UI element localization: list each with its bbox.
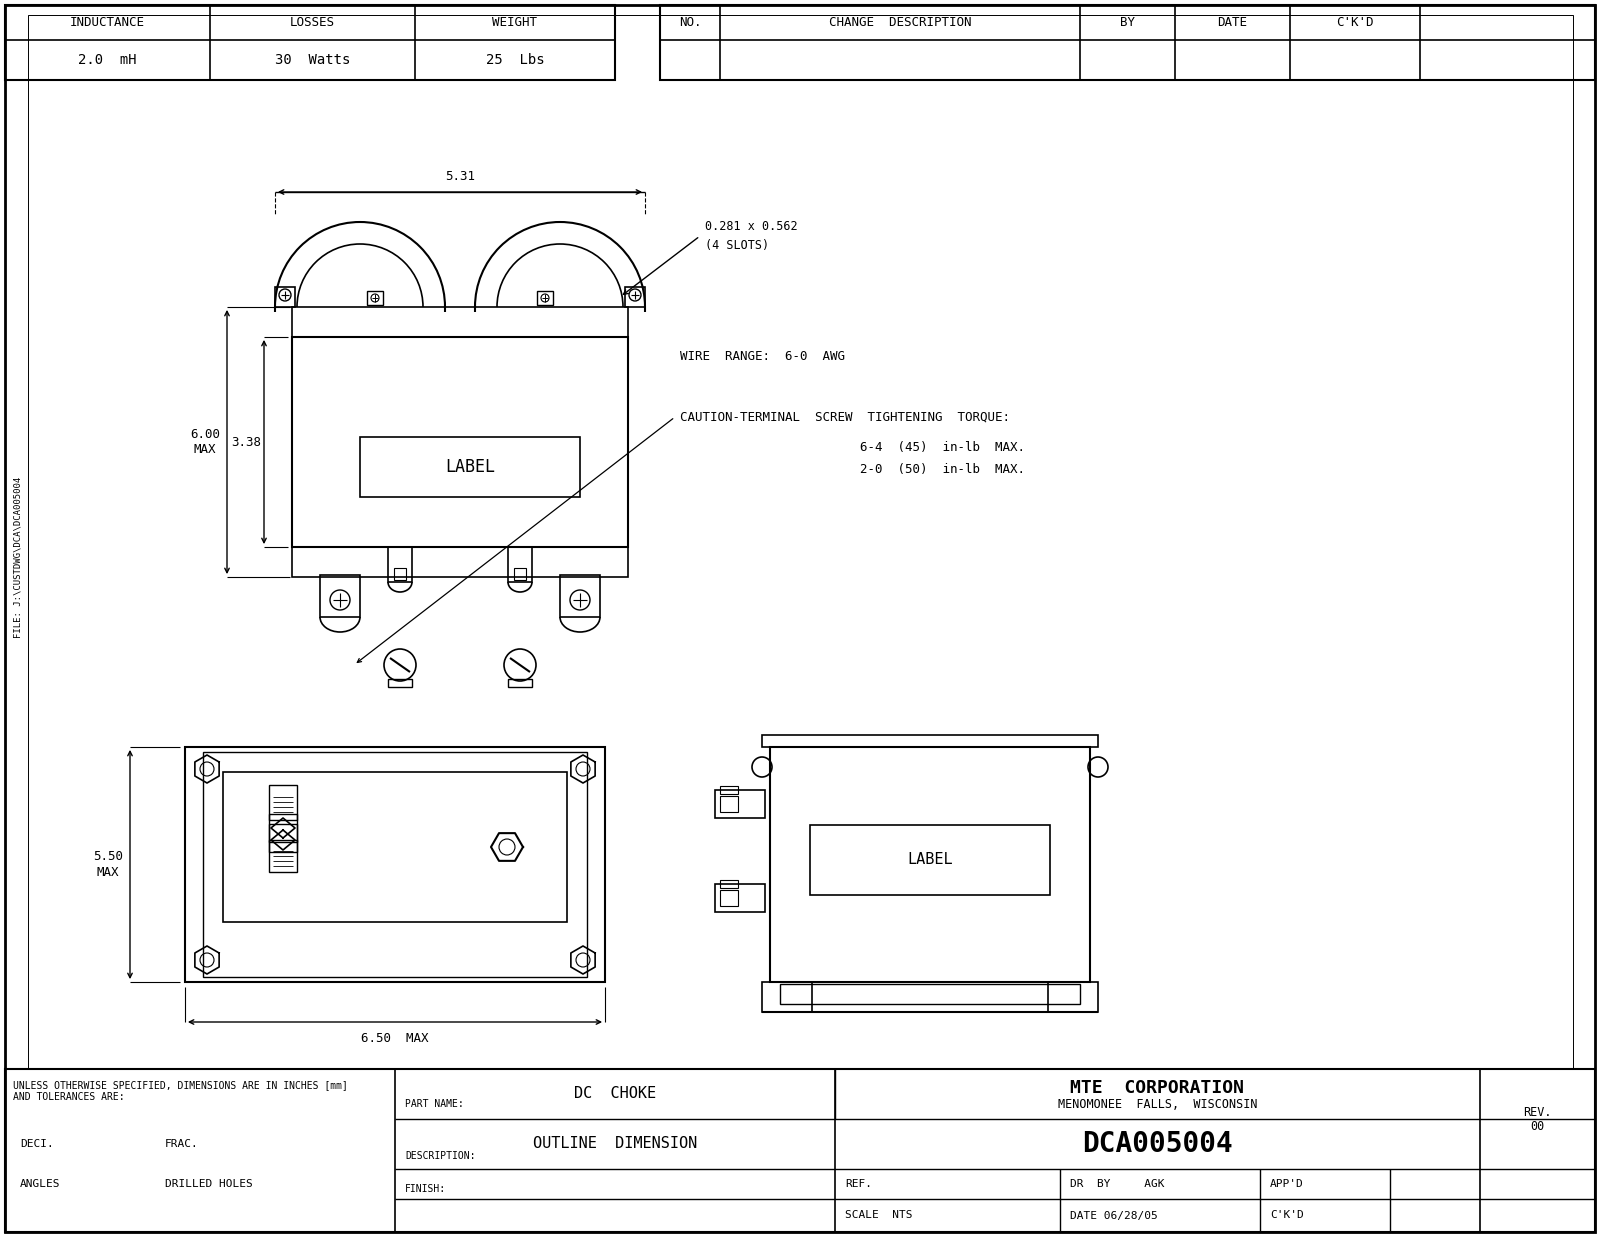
Text: MTE  CORPORATION: MTE CORPORATION	[1070, 1079, 1245, 1097]
Bar	[269, 814, 298, 842]
Text: FRAC.: FRAC.	[165, 1139, 198, 1149]
Bar	[626, 287, 645, 307]
Bar	[1048, 982, 1098, 1012]
Bar	[810, 825, 1050, 894]
Text: WEIGHT: WEIGHT	[493, 16, 538, 28]
Bar	[715, 883, 765, 912]
Bar	[762, 982, 813, 1012]
Text: 3.38: 3.38	[230, 435, 261, 449]
Bar	[720, 795, 738, 811]
Text: DESCRIPTION:: DESCRIPTION:	[405, 1150, 475, 1162]
Text: C'K'D: C'K'D	[1270, 1211, 1304, 1221]
Bar	[29, 15, 1573, 1069]
Text: DC  CHOKE: DC CHOKE	[574, 1086, 656, 1101]
Bar	[360, 437, 579, 497]
Bar	[222, 772, 566, 922]
Text: FILE: J:\CUSTDWG\DCA\DCA005004: FILE: J:\CUSTDWG\DCA\DCA005004	[13, 476, 22, 637]
Text: BY: BY	[1120, 16, 1134, 28]
Text: 5.50
MAX: 5.50 MAX	[93, 851, 123, 878]
Bar	[720, 785, 738, 794]
Bar	[387, 547, 413, 581]
Text: DATE 06/28/05: DATE 06/28/05	[1070, 1211, 1158, 1221]
Text: DATE: DATE	[1218, 16, 1248, 28]
Bar	[5, 1069, 1595, 1232]
Text: REV.: REV.	[1523, 1107, 1552, 1119]
Bar	[661, 5, 1595, 80]
Text: LABEL: LABEL	[907, 852, 954, 867]
Text: INDUCTANCE: INDUCTANCE	[70, 16, 146, 28]
Bar	[387, 679, 413, 687]
Bar	[275, 287, 294, 307]
Text: 6.50  MAX: 6.50 MAX	[362, 1032, 429, 1044]
Bar	[538, 291, 554, 306]
Bar	[509, 679, 531, 687]
Text: 2-0  (50)  in-lb  MAX.: 2-0 (50) in-lb MAX.	[861, 463, 1026, 475]
Bar	[269, 785, 298, 820]
Bar	[291, 336, 627, 547]
Text: ANGLES: ANGLES	[19, 1179, 61, 1189]
Text: 2.0  mH: 2.0 mH	[78, 53, 138, 67]
Bar	[720, 880, 738, 888]
Bar	[269, 824, 298, 852]
Text: 30  Watts: 30 Watts	[275, 53, 350, 67]
Text: CHANGE  DESCRIPTION: CHANGE DESCRIPTION	[829, 16, 971, 28]
Text: REF.: REF.	[845, 1179, 872, 1189]
Text: 0.281 x 0.562: 0.281 x 0.562	[706, 220, 798, 234]
Bar	[5, 5, 614, 80]
Text: APP'D: APP'D	[1270, 1179, 1304, 1189]
Bar	[394, 568, 406, 580]
Text: OUTLINE  DIMENSION: OUTLINE DIMENSION	[533, 1137, 698, 1152]
Bar	[320, 575, 360, 617]
Bar	[509, 547, 531, 581]
Text: PART NAME:: PART NAME:	[405, 1098, 464, 1110]
Text: UNLESS OTHERWISE SPECIFIED, DIMENSIONS ARE IN INCHES [mm]: UNLESS OTHERWISE SPECIFIED, DIMENSIONS A…	[13, 1080, 347, 1090]
Text: MENOMONEE  FALLS,  WISCONSIN: MENOMONEE FALLS, WISCONSIN	[1058, 1097, 1258, 1111]
Text: SCALE  NTS: SCALE NTS	[845, 1211, 912, 1221]
Text: WIRE  RANGE:  6-0  AWG: WIRE RANGE: 6-0 AWG	[680, 350, 845, 364]
Text: NO.: NO.	[678, 16, 701, 28]
Bar	[762, 735, 1098, 747]
Text: FINISH:: FINISH:	[405, 1184, 446, 1194]
Text: AND TOLERANCES ARE:: AND TOLERANCES ARE:	[13, 1092, 125, 1102]
Bar	[715, 789, 765, 818]
Text: 00: 00	[1530, 1121, 1544, 1133]
Text: DCA005004: DCA005004	[1082, 1131, 1234, 1158]
Bar	[269, 840, 298, 872]
Bar	[770, 747, 1090, 982]
Text: LABEL: LABEL	[445, 458, 494, 476]
Bar	[514, 568, 526, 580]
Text: CAUTION-TERMINAL  SCREW  TIGHTENING  TORQUE:: CAUTION-TERMINAL SCREW TIGHTENING TORQUE…	[680, 411, 1010, 423]
Bar	[291, 307, 627, 336]
Text: DR  BY     AGK: DR BY AGK	[1070, 1179, 1165, 1189]
Text: 5.31: 5.31	[445, 169, 475, 183]
Text: 6.00
MAX: 6.00 MAX	[190, 428, 221, 456]
Text: (4 SLOTS): (4 SLOTS)	[706, 239, 770, 251]
Text: C'K'D: C'K'D	[1336, 16, 1374, 28]
Bar	[203, 752, 587, 977]
Text: DRILLED HOLES: DRILLED HOLES	[165, 1179, 253, 1189]
Bar	[186, 747, 605, 982]
Bar	[291, 547, 627, 576]
Text: 25  Lbs: 25 Lbs	[486, 53, 544, 67]
Bar	[560, 575, 600, 617]
Text: 6-4  (45)  in-lb  MAX.: 6-4 (45) in-lb MAX.	[861, 440, 1026, 454]
Bar	[781, 983, 1080, 1004]
Text: LOSSES: LOSSES	[290, 16, 334, 28]
Bar	[366, 291, 382, 306]
Text: DECI.: DECI.	[19, 1139, 54, 1149]
Bar	[720, 889, 738, 905]
